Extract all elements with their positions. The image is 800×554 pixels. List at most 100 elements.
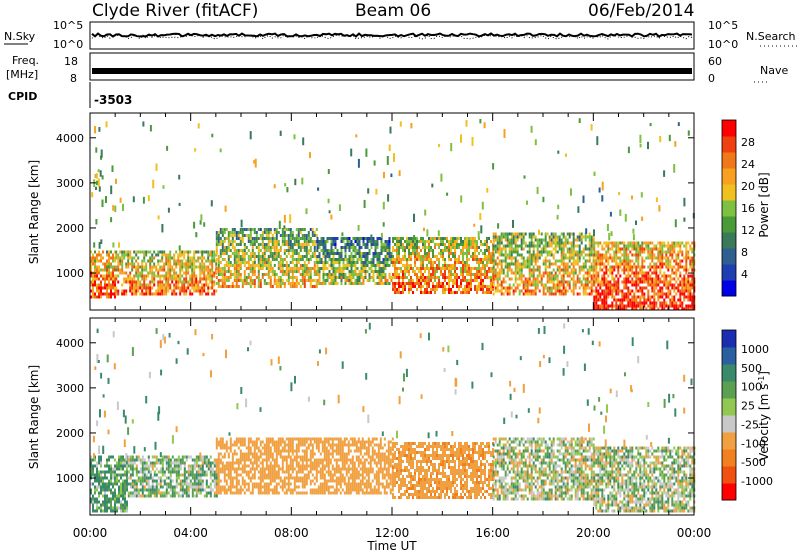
echo-cell: [398, 285, 400, 288]
echo-cell: [189, 280, 192, 284]
echo-cell: [540, 283, 543, 287]
echo-cell: [271, 273, 274, 276]
echo-cell: [477, 231, 480, 239]
echo-cell: [611, 244, 614, 248]
echo-cell: [548, 253, 551, 257]
echo-cell: [552, 241, 555, 245]
echo-cell: [528, 232, 531, 236]
echo-cell: [402, 264, 404, 267]
echo-cell: [197, 265, 200, 269]
echo-cell: [133, 280, 136, 284]
echo-cell: [384, 246, 387, 249]
echo-cell: [647, 141, 649, 150]
echo-cell: [113, 363, 116, 370]
echo-cell: [494, 271, 497, 275]
echo-cell: [534, 256, 537, 260]
echo-cell: [470, 273, 472, 276]
echo-cell: [287, 249, 290, 252]
echo-cell: [530, 283, 533, 287]
echo-cell: [318, 276, 321, 279]
echo-cell: [394, 258, 396, 261]
echo-cell: [231, 285, 234, 288]
echo-cell: [516, 271, 519, 275]
echo-cell: [673, 164, 676, 173]
echo-cell: [185, 286, 188, 290]
echo-cell: [647, 304, 650, 308]
echo-cell: [633, 304, 636, 308]
echo-cell: [669, 259, 672, 263]
echo-cell: [229, 249, 232, 252]
echo-cell: [663, 292, 666, 296]
echo-cell: [478, 267, 480, 270]
echo-cell: [633, 283, 636, 287]
echo-cell: [440, 237, 442, 240]
echo-cell: [496, 244, 499, 248]
echo-cell: [313, 234, 316, 237]
echo-cell: [454, 261, 456, 264]
echo-cell: [350, 258, 353, 261]
echo-cell: [112, 283, 114, 287]
echo-cell: [506, 253, 509, 257]
echo-cell: [155, 289, 158, 293]
echo-cell: [593, 295, 596, 299]
echo-cell: [209, 286, 212, 290]
echo-cell: [396, 252, 398, 255]
echo-cell: [679, 265, 682, 269]
echo-cell: [621, 304, 624, 308]
echo-cell: [396, 270, 398, 273]
echo-cell: [320, 258, 323, 261]
echo-cell: [227, 261, 230, 264]
echo-cell: [201, 250, 204, 254]
colorbar-tick-label: 24: [741, 158, 755, 171]
echo-cell: [358, 270, 361, 273]
echo-cell: [593, 229, 595, 237]
echo-cell: [297, 231, 300, 234]
echo-cell: [452, 240, 454, 243]
echo-cell: [207, 274, 210, 278]
echo-cell: [482, 267, 484, 270]
echo-cell: [167, 256, 170, 260]
echo-cell: [151, 479, 154, 483]
echo-cell: [456, 240, 458, 243]
echo-cell: [627, 292, 630, 296]
echo-cell: [332, 243, 335, 246]
echo-cell: [90, 464, 92, 468]
echo-cell: [122, 509, 124, 513]
echo-cell: [108, 479, 110, 483]
echo-cell: [165, 482, 168, 486]
echo-cell: [629, 304, 632, 308]
echo-cell: [661, 265, 664, 269]
echo-cell: [336, 282, 339, 285]
echo-cell: [279, 267, 282, 270]
echo-cell: [595, 301, 598, 305]
echo-cell: [625, 274, 628, 278]
echo-cell: [135, 473, 138, 477]
echo-cell: [574, 244, 577, 248]
echo-cell: [178, 202, 181, 207]
echo-cell: [434, 237, 436, 240]
echo-cell: [215, 246, 218, 249]
echo-cell: [625, 295, 628, 299]
echo-cell: [438, 276, 440, 279]
echo-cell: [572, 262, 575, 266]
echo-cell: [239, 267, 242, 270]
echo-cell: [171, 277, 174, 281]
echo-cell: [386, 261, 389, 264]
echo-cell: [247, 264, 250, 267]
echo-cell: [468, 264, 470, 267]
echo-cell: [542, 292, 545, 296]
echo-cell: [458, 246, 460, 249]
echo-cell: [564, 262, 567, 266]
echo-cell: [532, 289, 535, 293]
echo-cell: [104, 464, 106, 468]
echo-cell: [424, 249, 426, 252]
echo-cell: [211, 259, 214, 263]
echo-cell: [125, 271, 128, 275]
echo-cell: [119, 259, 122, 263]
echo-cell: [590, 289, 593, 293]
echo-cell: [605, 292, 608, 296]
echo-cell: [125, 280, 128, 284]
echo-cell: [404, 273, 406, 276]
echo-cell: [332, 279, 335, 282]
echo-cell: [217, 255, 220, 258]
